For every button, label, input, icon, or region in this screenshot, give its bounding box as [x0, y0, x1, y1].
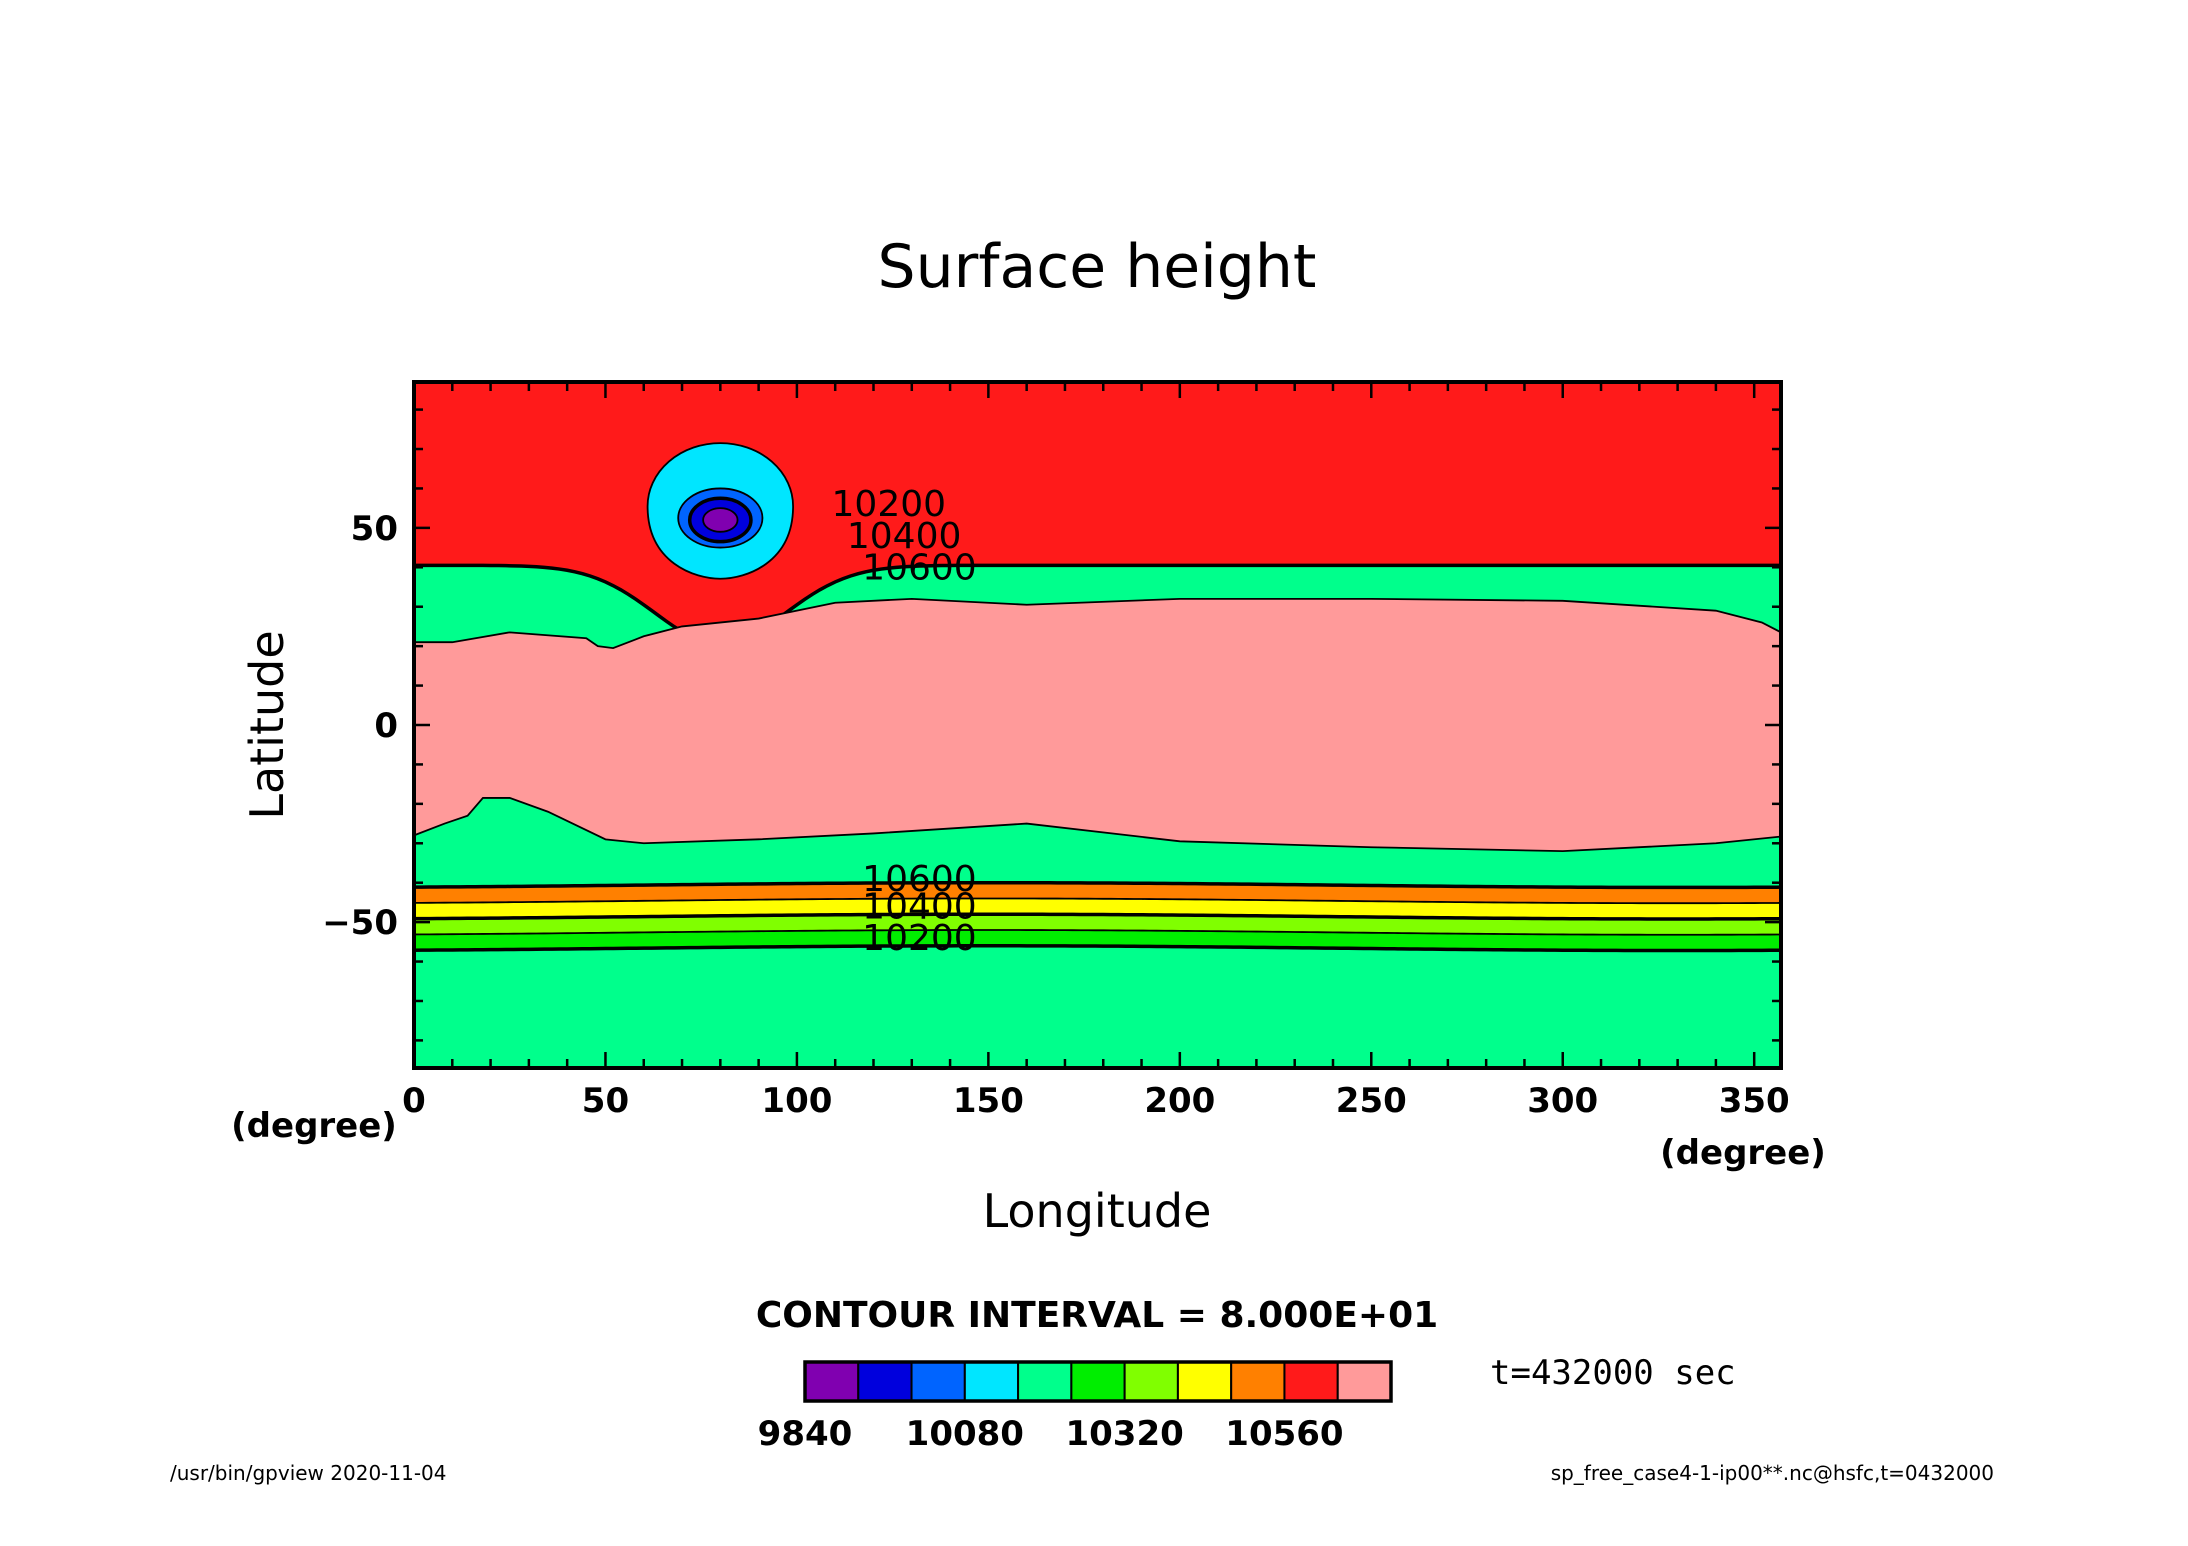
colorbar-frame [803, 1360, 1393, 1403]
y-tick-label: −50 [322, 903, 398, 943]
colorbar-swatch [857, 1361, 913, 1402]
contour-band [414, 382, 1781, 646]
x-axis-unit: (degree) [1660, 1133, 1826, 1173]
x-tick-label: 250 [1336, 1081, 1407, 1121]
axes: 0 50 100 150 200 250 300 350 −50 0 50 [322, 380, 1790, 1121]
colorbar-swatch [1017, 1361, 1073, 1402]
y-axis-unit: (degree) [231, 1106, 397, 1146]
footer-right: sp_free_case4-1-ip00**.nc@hsfc,t=0432000 [1551, 1461, 1994, 1485]
contour-band [414, 597, 1781, 853]
colorbar-swatch [1230, 1361, 1286, 1402]
chart-title: Surface height [878, 232, 1317, 302]
colorbar-tick-label: 10560 [1225, 1414, 1343, 1454]
x-tick-label: 0 [402, 1081, 426, 1121]
colorbar-swatch [1123, 1361, 1179, 1402]
colorbar-swatch [1336, 1361, 1393, 1402]
colorbar-swatch [1176, 1361, 1233, 1402]
contour-label: 10600 [862, 859, 977, 900]
colorbar-tick-label: 9840 [758, 1414, 853, 1454]
x-tick-label: 300 [1527, 1081, 1598, 1121]
contour-band [414, 944, 1781, 1068]
time-label: t=432000 sec [1490, 1353, 1736, 1393]
x-axis-label: Longitude [983, 1184, 1212, 1238]
x-tick-label: 100 [761, 1081, 832, 1121]
colorbar-swatch [1283, 1361, 1339, 1402]
contour-interval-label: CONTOUR INTERVAL = 8.000E+01 [756, 1295, 1438, 1336]
colorbar-swatch [910, 1361, 966, 1402]
y-tick-label: 0 [374, 706, 398, 746]
colorbar-tick-label: 10320 [1065, 1414, 1183, 1454]
x-tick-label: 350 [1719, 1081, 1790, 1121]
colorbar-swatch [1070, 1361, 1126, 1402]
footer-left: /usr/bin/gpview 2020-11-04 [170, 1461, 447, 1485]
y-tick-label: 50 [351, 509, 398, 549]
contour-label: 10200 [862, 918, 977, 959]
x-tick-label: 50 [582, 1081, 629, 1121]
contour-label: 10200 [832, 484, 947, 525]
y-axis-label: Latitude [240, 630, 294, 819]
contour-label: 10400 [862, 886, 977, 927]
plot-area [414, 382, 1781, 1068]
contour-label: 10600 [862, 547, 977, 588]
x-tick-label: 150 [953, 1081, 1024, 1121]
colorbar-swatch [963, 1361, 1020, 1402]
contour-label: 10400 [847, 516, 962, 557]
colorbar-swatch [804, 1361, 860, 1402]
contour-band [702, 507, 739, 533]
colorbar: 9840 10080 10320 10560 [758, 1360, 1393, 1454]
x-tick-label: 200 [1144, 1081, 1215, 1121]
colorbar-tick-label: 10080 [906, 1414, 1024, 1454]
